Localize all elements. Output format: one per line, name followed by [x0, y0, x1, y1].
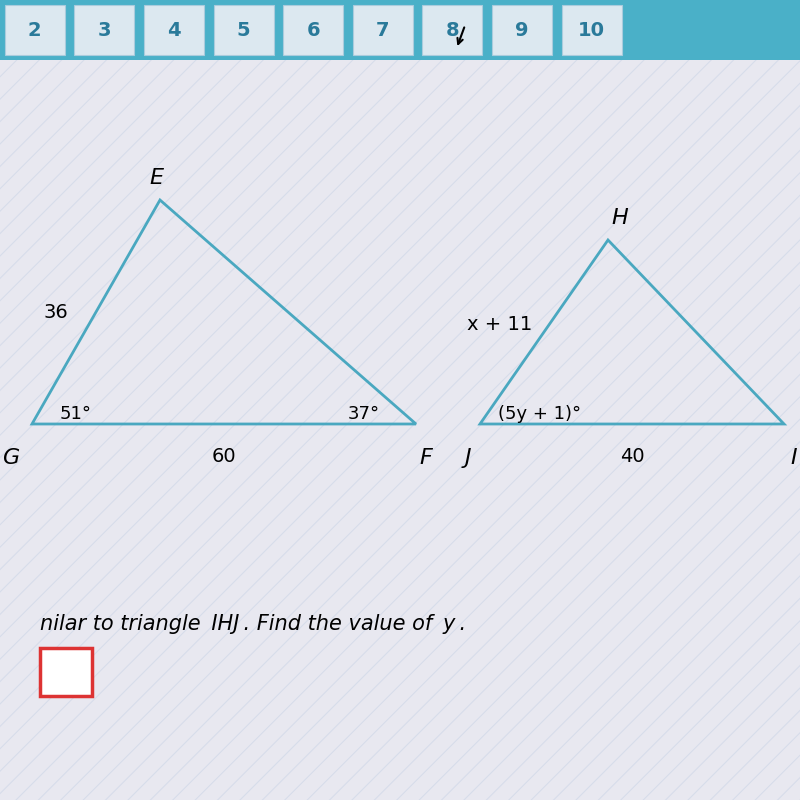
Text: J: J: [465, 448, 471, 468]
Text: 37°: 37°: [348, 406, 380, 423]
Text: 60: 60: [212, 446, 236, 466]
Bar: [492, 5, 552, 55]
Bar: [283, 5, 343, 55]
Bar: [40, 648, 92, 696]
Text: 6: 6: [306, 21, 320, 39]
Text: (5y + 1)°: (5y + 1)°: [498, 406, 582, 423]
Bar: [0, 0, 800, 60]
Text: 5: 5: [237, 21, 250, 39]
Text: x + 11: x + 11: [467, 314, 533, 334]
Text: 7: 7: [376, 21, 390, 39]
Text: E: E: [149, 168, 163, 188]
Bar: [353, 5, 413, 55]
Text: 40: 40: [620, 446, 644, 466]
Text: F: F: [419, 448, 432, 468]
Text: 8: 8: [446, 21, 459, 39]
Bar: [214, 5, 274, 55]
Text: 4: 4: [167, 21, 181, 39]
Text: 9: 9: [515, 21, 529, 39]
Text: I: I: [790, 448, 797, 468]
Bar: [144, 5, 204, 55]
Text: 10: 10: [578, 21, 605, 39]
Text: 2: 2: [28, 21, 42, 39]
Text: 51°: 51°: [60, 406, 92, 423]
Bar: [5, 5, 65, 55]
Text: 36: 36: [44, 302, 68, 322]
Bar: [422, 5, 482, 55]
Text: nilar to triangle  IHJ . Find the value of  y .: nilar to triangle IHJ . Find the value o…: [40, 614, 466, 634]
Bar: [562, 5, 622, 55]
Text: G: G: [3, 448, 21, 468]
Text: H: H: [612, 208, 628, 228]
Bar: [74, 5, 134, 55]
Text: 3: 3: [98, 21, 111, 39]
